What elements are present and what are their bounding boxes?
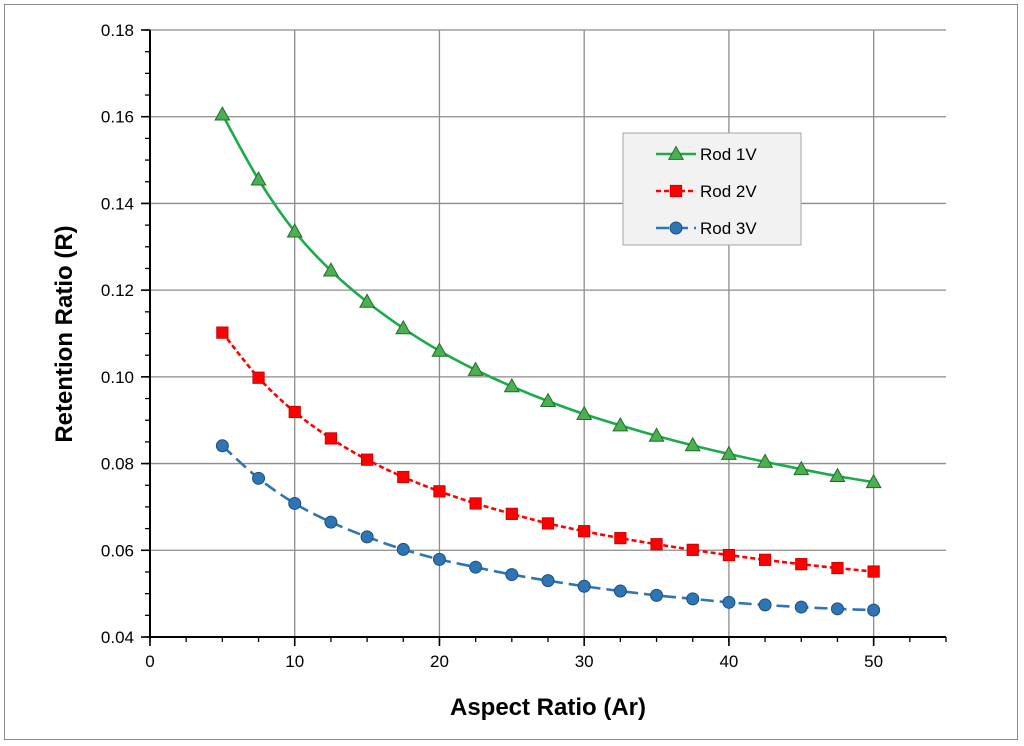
y-tick-label: 0.10 — [101, 368, 134, 387]
data-point-triangle — [359, 293, 376, 308]
data-point-triangle — [757, 453, 774, 468]
y-tick-label: 0.14 — [101, 194, 134, 213]
data-point-square — [324, 432, 338, 445]
legend-item: Rod 2V — [656, 182, 757, 201]
data-point-square — [795, 558, 808, 571]
legend-marker-square — [669, 184, 683, 198]
data-point-square — [505, 507, 518, 520]
chart-frame — [4, 4, 1018, 740]
data-point-triangle — [539, 392, 557, 408]
data-point-triangle — [286, 223, 303, 238]
data-point-triangle — [829, 467, 846, 483]
legend-label: Rod 3V — [700, 219, 757, 238]
data-point-circle — [794, 600, 808, 614]
x-tick-label: 0 — [145, 652, 154, 671]
legend-marker-triangle — [667, 145, 685, 160]
grid-lines — [150, 29, 946, 637]
data-point-circle — [215, 439, 229, 453]
data-point-square — [722, 548, 736, 562]
data-point-triangle — [865, 473, 882, 489]
y-tick-label: 0.06 — [101, 541, 134, 560]
legend: Rod 1V Rod 2V Rod 3V — [622, 132, 802, 246]
data-point-square — [867, 565, 880, 578]
data-point-square — [541, 517, 555, 530]
legend-marker-circle — [669, 221, 683, 235]
data-point-circle — [613, 584, 627, 598]
data-point-circle — [830, 602, 844, 616]
series-layer — [214, 106, 882, 617]
tick-labels: 0 10 20 30 40 50 0.04 0.06 0.08 0.10 0.12 0.14 0.16 0… — [101, 21, 883, 671]
data-point-circle — [505, 568, 519, 582]
x-tick-label: 50 — [864, 652, 883, 671]
series-rod-3v — [215, 439, 881, 617]
series-line — [221, 331, 874, 573]
data-point-square — [650, 538, 663, 551]
data-point-circle — [541, 574, 555, 588]
data-point-circle — [722, 595, 736, 609]
data-point-circle — [324, 515, 338, 529]
data-point-circle — [360, 530, 374, 544]
y-tick-label: 0.04 — [101, 628, 134, 647]
axes — [141, 29, 947, 646]
data-point-circle — [469, 560, 483, 574]
y-tick-label: 0.12 — [101, 281, 134, 300]
data-point-square — [469, 497, 482, 510]
data-point-circle — [577, 579, 591, 593]
legend-item: Rod 1V — [656, 145, 757, 164]
data-point-triangle — [431, 342, 448, 357]
data-point-triangle — [322, 262, 339, 277]
data-point-square — [578, 525, 591, 538]
data-point-triangle — [250, 171, 267, 186]
data-point-triangle — [395, 319, 412, 335]
legend-label: Rod 1V — [700, 145, 757, 164]
data-point-square — [360, 453, 374, 466]
data-point-circle — [686, 592, 700, 606]
data-point-square — [433, 485, 446, 498]
y-tick-label: 0.08 — [101, 455, 134, 474]
data-point-square — [252, 371, 265, 384]
data-point-square — [831, 561, 844, 575]
y-tick-label: 0.18 — [101, 21, 134, 40]
x-tick-label: 20 — [430, 652, 449, 671]
data-point-circle — [867, 603, 881, 617]
y-tick-label: 0.16 — [101, 108, 134, 127]
data-point-circle — [432, 552, 446, 566]
data-point-triangle — [720, 445, 737, 460]
series-rod-2v — [216, 326, 880, 578]
data-point-triangle — [214, 106, 231, 121]
legend-box — [622, 132, 802, 246]
legend-item: Rod 3V — [656, 219, 757, 238]
x-tick-label: 10 — [285, 652, 304, 671]
data-point-triangle — [648, 427, 665, 442]
data-point-triangle — [576, 405, 593, 421]
data-point-triangle — [793, 460, 810, 476]
data-point-circle — [758, 598, 772, 612]
data-point-square — [288, 405, 301, 419]
data-point-square — [758, 553, 772, 566]
data-point-triangle — [467, 361, 484, 376]
x-axis-title: Aspect Ratio (Ar) — [450, 694, 646, 721]
data-point-triangle — [503, 377, 520, 393]
data-point-circle — [288, 496, 302, 510]
data-point-square — [686, 543, 699, 556]
data-point-circle — [396, 542, 410, 556]
data-point-square — [216, 326, 229, 339]
data-point-circle — [252, 471, 266, 485]
y-axis-title: Retention Ratio (R) — [51, 225, 78, 442]
series-rod-1v — [214, 106, 882, 489]
x-tick-label: 30 — [575, 652, 594, 671]
data-point-square — [397, 470, 410, 484]
data-point-square — [614, 532, 627, 545]
legend-label: Rod 2V — [700, 182, 757, 201]
data-point-triangle — [612, 416, 629, 432]
x-tick-label: 40 — [719, 652, 738, 671]
data-point-circle — [650, 588, 664, 602]
data-point-triangle — [684, 436, 701, 452]
